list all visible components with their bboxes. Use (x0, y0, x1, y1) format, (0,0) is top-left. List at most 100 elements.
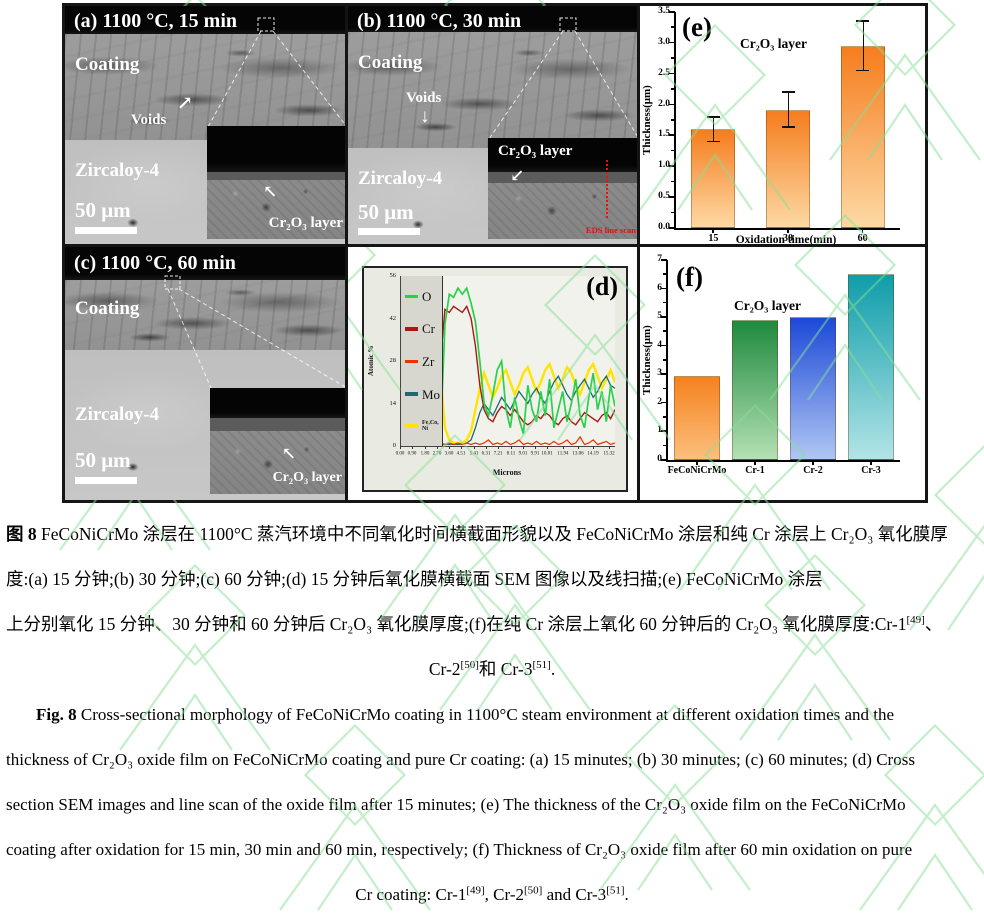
y-tick-mark (669, 165, 675, 167)
caption-segment: and Cr-3 (542, 885, 607, 904)
error-bar-cap (856, 69, 870, 72)
caption-segment: 度:(a) 15 分钟;(b) 30 分钟;(c) 60 分钟;(d) 15 分… (6, 569, 823, 589)
caption-en-line: Cr coating: Cr-1[49], Cr-2[50] and Cr-3[… (0, 872, 984, 917)
bar (674, 375, 720, 460)
y-tick-mark (661, 344, 667, 347)
y-tick-label: 3.5 (658, 6, 670, 16)
y-minor-tick (671, 26, 675, 29)
f-annotation: Cr₂O₃ layer (734, 298, 801, 313)
y-minor-tick (671, 57, 675, 59)
d-x-tick-mark (424, 446, 426, 449)
y-tick-mark (661, 316, 667, 318)
caption-segment: Cr-2 (428, 659, 461, 679)
legend-label: Fe,Co, Ni (422, 420, 439, 433)
y-minor-tick (663, 273, 667, 275)
panel-b-title: (b) 1100 °C, 30 min (357, 10, 522, 32)
d-x-tick-mark (593, 446, 595, 449)
substrate-label: Zircaloy-4 (358, 168, 443, 189)
y-tick-mark (661, 259, 667, 261)
bar (848, 274, 894, 460)
voids-arrow-icon: ↗ (177, 93, 193, 114)
d-x-tick-mark (578, 446, 579, 449)
e-annotation: Cr₂O₃ layer (740, 36, 807, 51)
y-tick-label: 2.5 (658, 67, 670, 78)
y-tick-label: 1.5 (658, 129, 670, 140)
error-bar-cap (781, 125, 795, 128)
eds-scan-line (606, 160, 608, 218)
d-y-tick-label: 28 (389, 357, 397, 364)
y-tick-mark (669, 196, 675, 198)
sem-panel-c: (c) 1100 °C, 60 min Coating Zircaloy-4 5… (65, 246, 348, 500)
inset-c: ↖ Cr₂O₃ layer (210, 388, 348, 494)
y-tick-label: 2.0 (658, 98, 670, 109)
inset-c-label: Cr₂O₃ layer (272, 470, 342, 485)
caption-segment: . (550, 659, 556, 679)
y-tick-label: 1.0 (658, 160, 670, 171)
f-panel-label: (f) (676, 262, 703, 292)
voids-label: Voids (131, 112, 167, 128)
y-tick-mark (669, 103, 675, 106)
y-tick-mark (661, 287, 667, 290)
caption-segment: [50] (460, 659, 479, 672)
coating-region (348, 32, 640, 148)
d-legend: O Cr Zr Mo Fe,Co, Ni (401, 276, 443, 446)
caption-segment: section SEM images and line scan of the … (6, 795, 906, 814)
voids-label: Voids (406, 90, 442, 106)
x-tick-mark (787, 228, 789, 233)
e-plot-area: (e) Cr₂O₃ layer 0.0 0.5 1.0 1.5 2.0 2.5 3.0 3.5… (658, 6, 900, 244)
x-tick-mark (712, 228, 714, 233)
inset-oxide-strip (488, 172, 640, 183)
y-minor-tick (671, 119, 675, 121)
caption-en-line: coating after oxidation for 15 min, 30 m… (0, 827, 984, 872)
y-tick-mark (661, 430, 667, 433)
y-minor-tick (663, 387, 667, 390)
coating-region (65, 34, 348, 140)
y-minor-tick (671, 88, 675, 90)
caption-segment: [51] (606, 884, 625, 897)
caption-segment: . (624, 885, 629, 904)
d-x-tick-mark (461, 446, 463, 449)
caption-segment: coating after oxidation for 15 min, 30 m… (6, 840, 913, 859)
bar (790, 317, 836, 460)
y-minor-tick (671, 180, 675, 183)
scalebar (75, 227, 137, 234)
d-x-tick-mark (562, 446, 564, 449)
panel-a-title: (a) 1100 °C, 15 min (74, 10, 237, 32)
d-x-tick-mark (535, 446, 537, 449)
caption-zh-line: 图 8 FeCoNiCrMo 涂层在 1100°C 蒸汽环境中不同氧化时间横截面… (0, 512, 984, 557)
d-x-tick-mark (547, 446, 549, 449)
d-x-tick-mark (608, 446, 610, 449)
legend-entry: Cr (401, 322, 442, 335)
d-y-tick-label: 56 (389, 272, 397, 279)
legend-swatch (405, 294, 418, 299)
scalebar (75, 477, 137, 484)
legend-entry: Zr (401, 355, 442, 368)
coating-label: Coating (75, 54, 140, 75)
legend-entry: Mo (401, 388, 442, 401)
scalebar-label: 50 μm (75, 448, 131, 472)
figure-divider-h1 (65, 244, 925, 247)
caption-segment: 图 8 (6, 524, 37, 544)
d-x-tick-mark (486, 446, 487, 449)
legend-label: Zr (422, 353, 435, 369)
substrate-label: Zircaloy-4 (75, 404, 160, 425)
legend-swatch (405, 392, 418, 396)
caption-segment: thickness of Cr₂O₃ oxide film on FeCoNiC… (6, 750, 915, 769)
caption-segment: 上分别氧化 15 分钟、30 分钟和 60 分钟后 Cr₂O₃ 氧化膜厚度;(f… (6, 614, 907, 634)
coating-label: Coating (75, 298, 140, 319)
caption-zh-line: 上分别氧化 15 分钟、30 分钟和 60 分钟后 Cr₂O₃ 氧化膜厚度;(f… (0, 602, 984, 647)
legend-label: Cr (422, 321, 435, 337)
scalebar (358, 228, 420, 235)
d-x-tick-label: 11.94 (557, 450, 569, 456)
inset-oxide-strip (210, 418, 348, 431)
error-bar-cap (706, 115, 720, 118)
panel-c-title: (c) 1100 °C, 60 min (74, 252, 236, 274)
y-minor-tick (663, 416, 667, 418)
bar (691, 129, 736, 228)
inset-b: Cr₂O₃ layer ↙ EDS line scan (488, 138, 640, 239)
caption-segment: 、 (924, 614, 943, 634)
x-tick-mark (696, 460, 698, 465)
d-x-tick-label: 14.19 (587, 450, 600, 456)
caption-segment: Fig. 8 (36, 705, 77, 724)
